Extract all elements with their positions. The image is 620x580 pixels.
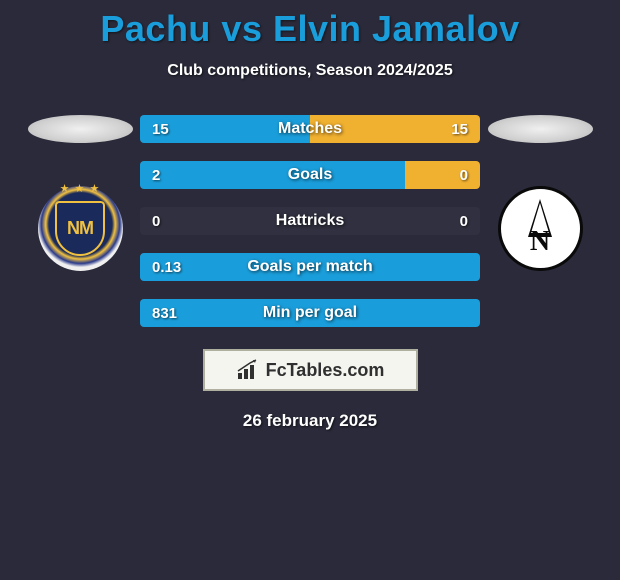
player-avatar-placeholder bbox=[488, 115, 593, 143]
stat-label: Min per goal bbox=[263, 304, 357, 322]
stat-value-left: 831 bbox=[152, 305, 177, 322]
right-player-column: N bbox=[480, 115, 600, 271]
team-badge-right-circle: N bbox=[498, 186, 583, 271]
comparison-card: Pachu vs Elvin Jamalov Club competitions… bbox=[0, 0, 620, 431]
stat-value-right: 0 bbox=[460, 167, 468, 184]
star-icon: ★ ★ ★ bbox=[60, 182, 101, 195]
stat-fill-right bbox=[405, 161, 480, 189]
team-badge-right: N bbox=[490, 186, 590, 271]
stat-row: 2 Goals 0 bbox=[140, 161, 480, 189]
stat-fill-left bbox=[140, 161, 405, 189]
stat-row: 831 Min per goal bbox=[140, 299, 480, 327]
stat-value-left: 2 bbox=[152, 167, 160, 184]
team-badge-left: ★ ★ ★ NM bbox=[30, 186, 130, 271]
stat-row: 0 Hattricks 0 bbox=[140, 207, 480, 235]
stat-value-right: 0 bbox=[460, 213, 468, 230]
stat-row: 0.13 Goals per match bbox=[140, 253, 480, 281]
stat-label: Goals per match bbox=[247, 258, 372, 276]
team-badge-left-text: NM bbox=[67, 218, 93, 239]
stat-label: Goals bbox=[288, 166, 332, 184]
team-badge-right-letter: N bbox=[530, 226, 550, 258]
date-label: 26 february 2025 bbox=[0, 411, 620, 431]
stats-area: ★ ★ ★ NM 15 Matches 15 2 Goals 0 0 Hattricks 0 0.… bbox=[0, 115, 620, 327]
subtitle: Club competitions, Season 2024/2025 bbox=[0, 62, 620, 80]
watermark-text: FcTables.com bbox=[266, 360, 385, 381]
team-badge-left-circle: ★ ★ ★ NM bbox=[38, 186, 123, 271]
stat-value-left: 15 bbox=[152, 121, 169, 138]
stat-value-right: 15 bbox=[451, 121, 468, 138]
stat-row: 15 Matches 15 bbox=[140, 115, 480, 143]
stat-label: Matches bbox=[278, 120, 342, 138]
left-player-column: ★ ★ ★ NM bbox=[20, 115, 140, 271]
stat-value-left: 0.13 bbox=[152, 259, 181, 276]
team-badge-left-shield: NM bbox=[55, 201, 105, 256]
watermark: FcTables.com bbox=[203, 349, 418, 391]
stat-label: Hattricks bbox=[276, 212, 344, 230]
page-title: Pachu vs Elvin Jamalov bbox=[0, 0, 620, 50]
stats-column: 15 Matches 15 2 Goals 0 0 Hattricks 0 0.13 Goals p… bbox=[140, 115, 480, 327]
stat-value-left: 0 bbox=[152, 213, 160, 230]
player-avatar-placeholder bbox=[28, 115, 133, 143]
bar-chart-icon bbox=[236, 359, 260, 381]
